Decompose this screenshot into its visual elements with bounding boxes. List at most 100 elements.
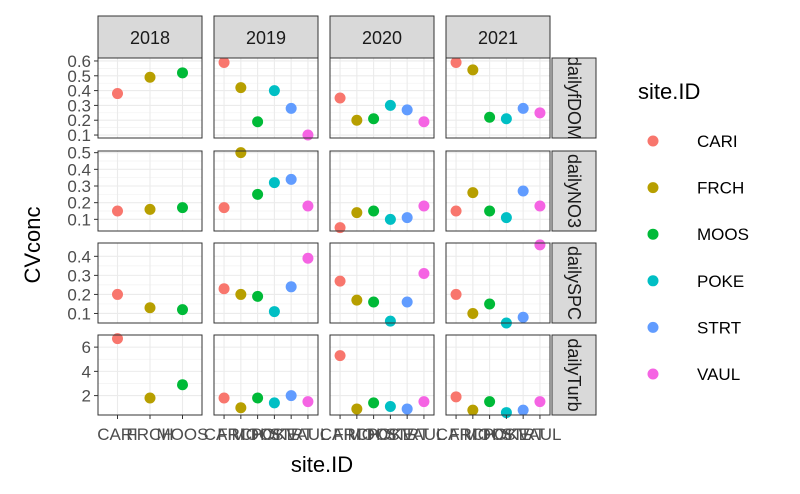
facet-panel bbox=[214, 57, 318, 141]
data-point-cari bbox=[451, 57, 462, 68]
data-point-frch bbox=[467, 308, 478, 319]
data-point-frch bbox=[145, 72, 156, 83]
data-point-vaul bbox=[534, 239, 545, 250]
column-strips: 2018 2019 2020 2021 bbox=[98, 16, 550, 58]
legend-item-cari: CARI bbox=[648, 132, 738, 151]
y-tick-label: 0.1 bbox=[67, 304, 91, 323]
data-point-cari bbox=[335, 93, 346, 104]
facet-panel bbox=[214, 147, 318, 231]
data-point-vaul bbox=[302, 201, 313, 212]
data-point-cari bbox=[335, 276, 346, 287]
data-point-moos bbox=[368, 297, 379, 308]
data-point-cari bbox=[219, 57, 230, 68]
legend-key bbox=[648, 275, 659, 286]
data-point-strt bbox=[286, 281, 297, 292]
data-point-vaul bbox=[534, 107, 545, 118]
data-point-cari bbox=[335, 222, 346, 233]
panel-background bbox=[214, 243, 318, 323]
data-point-moos bbox=[368, 113, 379, 124]
data-point-strt bbox=[518, 103, 529, 114]
data-point-strt bbox=[286, 174, 297, 185]
legend-item-strt: STRT bbox=[648, 318, 742, 337]
facet-panel bbox=[446, 335, 550, 418]
facet-panel bbox=[330, 58, 434, 138]
legend-key bbox=[648, 229, 659, 240]
legend-label: FRCH bbox=[697, 179, 744, 198]
data-point-frch bbox=[235, 147, 246, 158]
data-point-poke bbox=[501, 113, 512, 124]
data-point-strt bbox=[402, 403, 413, 414]
data-point-frch bbox=[351, 115, 362, 126]
y-tick-labels: 0.10.20.30.40.50.60.10.20.30.40.50.10.20… bbox=[67, 52, 98, 406]
data-point-cari bbox=[219, 283, 230, 294]
legend-label: MOOS bbox=[697, 225, 749, 244]
legend-item-vaul: VAUL bbox=[648, 365, 741, 384]
legend-key bbox=[648, 369, 659, 380]
data-point-moos bbox=[484, 396, 495, 407]
y-tick-label: 2 bbox=[82, 387, 91, 406]
data-point-strt bbox=[518, 312, 529, 323]
x-axis-title: site.ID bbox=[291, 452, 353, 477]
y-tick-label: 0.4 bbox=[67, 160, 91, 179]
data-point-poke bbox=[385, 100, 396, 111]
x-tick-label: MOOS bbox=[157, 425, 209, 444]
data-point-vaul bbox=[534, 396, 545, 407]
data-point-moos bbox=[252, 116, 263, 127]
y-tick-label: 0.2 bbox=[67, 285, 91, 304]
y-tick-label: 0.3 bbox=[67, 177, 91, 196]
data-point-poke bbox=[269, 306, 280, 317]
data-point-vaul bbox=[534, 201, 545, 212]
y-tick-label: 0.2 bbox=[67, 194, 91, 213]
data-point-moos bbox=[484, 206, 495, 217]
data-point-frch bbox=[467, 405, 478, 416]
x-tick-label: VAUL bbox=[518, 425, 561, 444]
data-point-poke bbox=[385, 214, 396, 225]
data-point-frch bbox=[235, 289, 246, 300]
data-point-cari bbox=[219, 393, 230, 404]
legend-label: VAUL bbox=[697, 365, 740, 384]
data-point-vaul bbox=[302, 396, 313, 407]
facet-row-label: dailyTurb bbox=[564, 338, 584, 411]
y-tick-label: 0.6 bbox=[67, 52, 91, 71]
legend-key bbox=[648, 322, 659, 333]
data-point-frch bbox=[235, 82, 246, 93]
data-point-poke bbox=[385, 316, 396, 327]
data-point-poke bbox=[269, 177, 280, 188]
data-point-moos bbox=[484, 298, 495, 309]
data-point-moos bbox=[252, 189, 263, 200]
facet-panel bbox=[330, 243, 434, 327]
data-point-vaul bbox=[302, 253, 313, 264]
data-point-frch bbox=[351, 295, 362, 306]
facet-panel bbox=[98, 151, 202, 231]
facet-col-label: 2018 bbox=[130, 28, 170, 48]
panel-background bbox=[330, 243, 434, 323]
data-point-frch bbox=[145, 393, 156, 404]
facet-panel bbox=[214, 243, 318, 323]
data-point-strt bbox=[402, 104, 413, 115]
data-point-strt bbox=[402, 297, 413, 308]
panel-background bbox=[446, 243, 550, 323]
data-point-frch bbox=[351, 207, 362, 218]
data-point-cari bbox=[112, 206, 123, 217]
y-tick-label: 0.1 bbox=[67, 210, 91, 229]
legend-item-frch: FRCH bbox=[648, 179, 745, 198]
data-point-moos bbox=[252, 393, 263, 404]
data-point-poke bbox=[269, 397, 280, 408]
facet-col-label: 2021 bbox=[478, 28, 518, 48]
facet-panel bbox=[98, 243, 202, 323]
facet-panel bbox=[446, 151, 550, 231]
facet-col-label: 2019 bbox=[246, 28, 286, 48]
data-point-frch bbox=[467, 187, 478, 198]
legend-label: POKE bbox=[697, 272, 744, 291]
data-point-strt bbox=[518, 405, 529, 416]
data-point-frch bbox=[467, 64, 478, 75]
facet-panel bbox=[446, 239, 550, 328]
facet-panels bbox=[98, 57, 550, 418]
facet-row-label: dailyfDOM bbox=[564, 56, 584, 140]
data-point-frch bbox=[351, 403, 362, 414]
data-point-strt bbox=[286, 103, 297, 114]
legend-key bbox=[648, 136, 659, 147]
y-axis-title: CVconc bbox=[20, 206, 45, 283]
data-point-moos bbox=[177, 379, 188, 390]
